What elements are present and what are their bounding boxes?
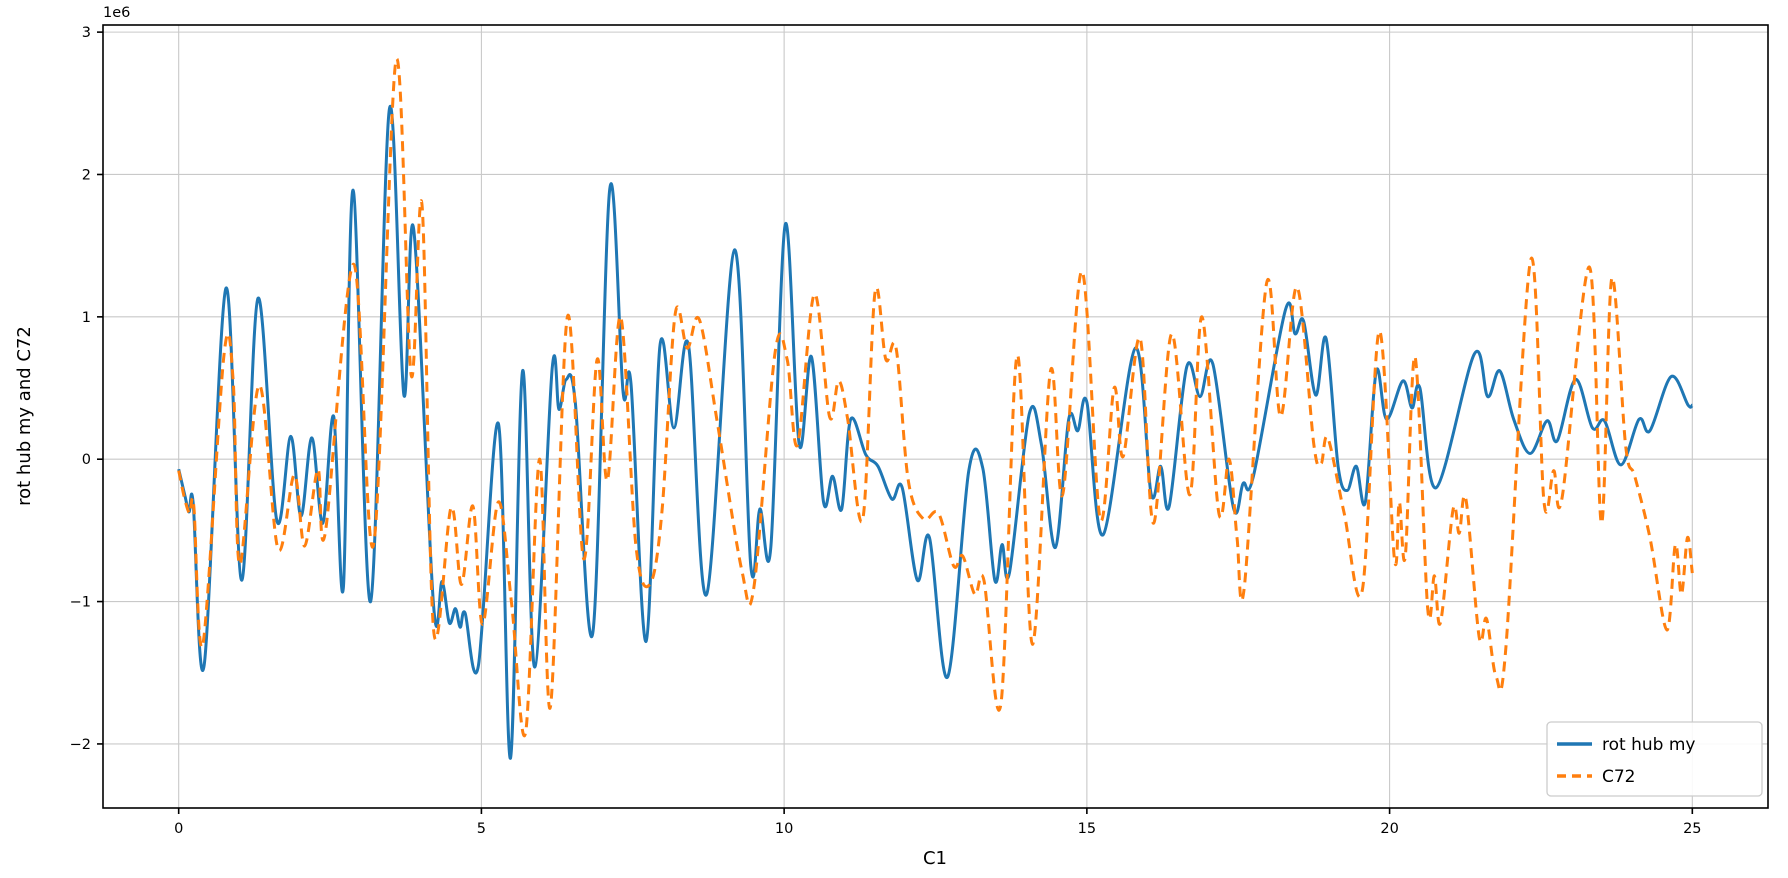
legend-label-c72: C72	[1602, 767, 1636, 787]
legend: rot hub my C72	[1546, 721, 1763, 797]
y-tick-label: 2	[82, 167, 91, 183]
y-tick-label: −2	[70, 737, 91, 753]
axes-frame	[102, 24, 1769, 809]
y-axis-label: rot hub my and C72	[14, 326, 35, 506]
y-axis-offset-label: 1e6	[103, 5, 130, 21]
x-tick-label: 0	[174, 821, 183, 837]
x-tick-label: 10	[775, 821, 793, 837]
legend-item-c72: C72	[1557, 767, 1636, 787]
y-tick-label: 0	[82, 452, 91, 468]
x-tick-label: 15	[1078, 821, 1096, 837]
legend-item-rot-hub-my: rot hub my	[1557, 735, 1695, 755]
y-tick-label: 1	[82, 310, 91, 326]
x-axis-label: C1	[923, 848, 947, 869]
x-tick-label: 25	[1683, 821, 1701, 837]
legend-label-rot-hub-my: rot hub my	[1602, 735, 1695, 755]
x-tick-label: 5	[477, 821, 486, 837]
x-tick-label: 20	[1380, 821, 1398, 837]
series-line-c72	[177, 57, 1694, 738]
series-layer	[177, 57, 1694, 760]
grid-layer	[103, 25, 1768, 808]
tick-layer: 0 5 10 15 20 25 −2 −1 0 1 2 3	[70, 25, 1702, 837]
legend-box	[1546, 721, 1763, 797]
y-tick-label: 3	[82, 25, 91, 41]
y-tick-label: −1	[70, 595, 91, 611]
